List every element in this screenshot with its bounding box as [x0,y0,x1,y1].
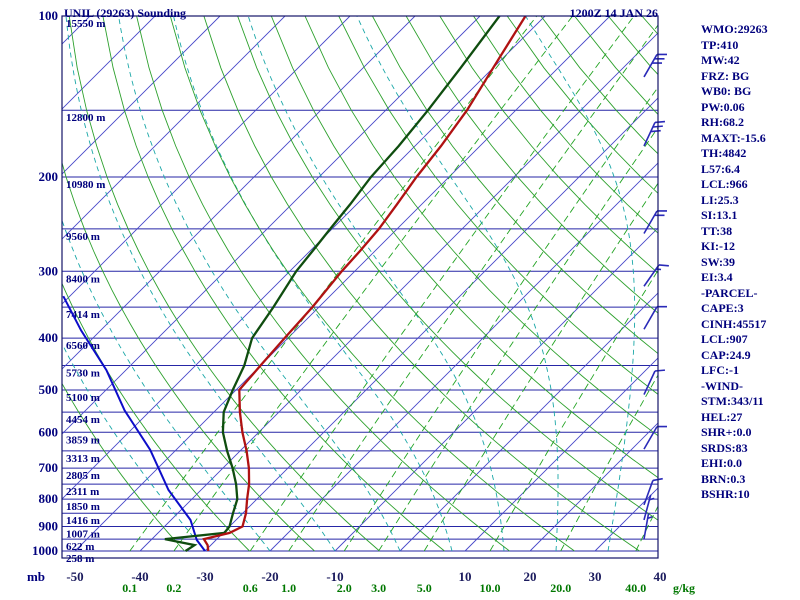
stats-line: SI:13.1 [701,208,738,222]
height-label: 2805 m [66,470,100,482]
stats-line: WB0: BG [701,84,752,98]
stats-line: FRZ: BG [701,68,750,83]
stats-line: LCL:907 [701,332,748,346]
height-label: 1850 m [66,501,100,513]
stats-line: CAP:24.9 [701,347,751,362]
mixing-ratio-tick-label: 0.1 [122,581,137,595]
stats-line: LFC:-1 [701,363,739,377]
isotherm-grid [62,16,658,552]
stats-line: EI:3.4 [701,270,733,284]
stats-line: LCL:966 [701,177,748,191]
temp-tick-label: -20 [261,569,278,584]
stats-line: CAPE:3 [701,301,744,315]
moist-adiabats [62,16,636,552]
mixing-ratio-tick-label: 0.6 [243,581,258,595]
pressure-grid [62,16,658,552]
stats-line: WMO:29263 [701,22,768,36]
pressure-tick-label: 500 [39,382,59,397]
temperature-trace [202,16,527,552]
stats-line: BRN:0.3 [701,471,746,486]
stats-line: SRDS:83 [701,440,748,455]
stats-line: -PARCEL- [701,285,758,300]
temp-tick-label: 10 [459,569,472,584]
stats-line: TP:410 [701,37,739,52]
plot-frame [61,15,659,559]
temp-tick-label: 20 [524,569,537,584]
stats-line: SHR+:0.0 [701,425,752,439]
mixing-ratio-tick-label: 0.2 [166,581,181,595]
stats-panel: WMO:29263 TP:410 MW:42 FRZ: BG WB0: BG PW:0.0… [701,22,768,503]
temp-tick-label: 30 [589,569,602,584]
stats-line: PW:0.06 [701,99,745,114]
mixing-ratio-tick-label: 5.0 [417,581,432,595]
height-label: 258 m [66,553,94,565]
dewpoint-trace [164,16,501,552]
height-label: 2311 m [66,486,99,498]
stats-line: TH:4842 [701,146,747,160]
stats-line: TT:38 [701,223,733,238]
height-label: 3859 m [66,434,100,446]
mixing-ratio-tick-label: 1.0 [281,581,296,595]
height-label: 5730 m [66,367,100,379]
height-label: 1007 m [66,529,100,541]
dry-adiabats [62,16,658,552]
height-label: 1416 m [66,515,100,527]
pressure-tick-label: 600 [39,424,59,439]
stats-line: BSHR:10 [701,487,750,501]
height-label: 10980 m [66,179,105,191]
chart-datetime: 1200Z 14 JAN 26 [569,6,658,20]
mixing-ratio-tick-label: 3.0 [371,581,386,595]
mixing-ratio-tick-label: 40.0 [625,581,646,595]
stats-line: KI:-12 [701,239,735,253]
temp-tick-label: -10 [326,569,343,584]
pressure-tick-label: 700 [39,460,59,475]
wind-barbs [643,53,669,540]
height-label: 9560 m [66,231,100,243]
height-label: 5100 m [66,392,100,404]
mixing-unit-label: g/kg [673,581,695,595]
chart-title: UNIL (29263) Sounding [64,6,187,20]
mixing-ratio-labels: 0.1 0.2 0.6 1.0 2.0 3.0 5.0 10.0 20.0 40.0 g/kg [122,581,695,595]
stats-line: L57:6.4 [701,161,740,176]
height-label: 12800 m [66,112,105,124]
stats-line: EHI:0.0 [701,456,743,470]
height-label: 15550 m [66,18,105,30]
aux-curve-blue [62,295,206,552]
pressure-tick-label: 100 [39,8,59,23]
stats-line: MW:42 [701,53,740,67]
stats-line: LI:25.3 [701,192,739,207]
pressure-tick-label: 1000 [32,543,58,558]
mixing-ratio-tick-label: 10.0 [480,581,501,595]
stats-line: -WIND- [701,378,743,393]
pressure-tick-label: 300 [39,263,59,278]
stats-line: HEL:27 [701,409,743,424]
temp-tick-label: 40 [654,569,667,584]
pressure-unit-label: mb [27,569,45,584]
mixing-ratio-lines [129,16,658,552]
mixing-ratio-tick-label: 20.0 [550,581,571,595]
stats-line: SW:39 [701,254,736,269]
height-label: 6560 m [66,340,100,352]
height-label: 4454 m [66,414,100,426]
pressure-tick-label: 400 [39,330,59,345]
temp-tick-label: -30 [196,569,213,584]
stats-line: STM:343/11 [701,394,764,408]
temp-tick-label: -40 [131,569,148,584]
mixing-ratio-tick-label: 2.0 [337,581,352,595]
temp-axis-labels: -50 -40 -30 -20 -10 10 20 30 40 [66,569,666,584]
stats-line: RH:68.2 [701,115,744,129]
pressure-tick-label: 900 [39,519,59,534]
pressure-axis-labels: 100 200 300 400 500 600 700 800 900 1000 mb [27,8,58,584]
height-label: 8400 m [66,273,100,285]
stats-line: CINH:45517 [701,316,767,331]
height-label: 622 m [66,541,94,553]
pressure-tick-label: 800 [39,491,59,506]
pressure-tick-label: 200 [39,169,59,184]
temp-tick-label: -50 [66,569,83,584]
height-label: 3313 m [66,453,100,465]
stats-line: MAXT:-15.6 [701,130,766,145]
